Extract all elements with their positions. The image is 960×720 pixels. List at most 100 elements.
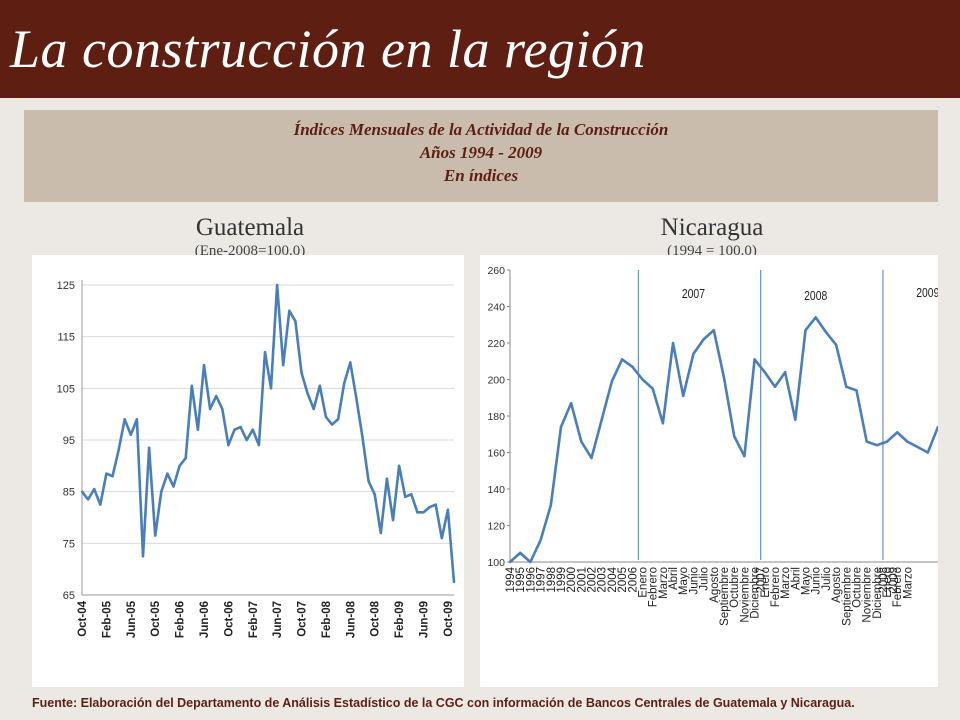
data-point [743, 454, 746, 458]
y-tick-label: 85 [63, 487, 75, 499]
y-tick-label: 95 [63, 435, 75, 447]
data-point [367, 480, 370, 483]
year-annotation: 2008 [804, 289, 828, 303]
x-tick-label: Jun-08 [345, 600, 357, 638]
x-tick-label: 2000 [566, 567, 578, 593]
year-annotation: 2009 [916, 286, 938, 300]
data-point [814, 316, 817, 319]
data-point [702, 338, 705, 341]
nicaragua-title: Nicaragua [660, 214, 764, 241]
data-point [855, 389, 858, 392]
y-tick-label: 260 [487, 265, 505, 277]
x-tick-label: 1997 [536, 567, 548, 593]
data-point [804, 329, 807, 332]
data-point [86, 498, 90, 501]
data-point [671, 341, 675, 345]
y-tick-label: 105 [57, 383, 75, 395]
x-tick-label: 1995 [515, 567, 527, 593]
x-tick-label: Marzo [658, 567, 670, 599]
data-point [178, 464, 181, 468]
data-point [172, 485, 175, 488]
x-tick-label: Diciembre [872, 567, 884, 619]
guatemala-title: Guatemala [195, 214, 305, 241]
chart-subtitle-box: Índices Mensuales de la Actividad de la … [24, 110, 938, 202]
data-point [722, 376, 726, 379]
data-point [129, 433, 132, 437]
data-point [379, 531, 383, 535]
data-point [661, 422, 665, 425]
x-tick-label: Oct-08 [370, 600, 382, 636]
data-point [221, 407, 224, 411]
x-tick-label: Febrero [648, 567, 660, 607]
data-point [410, 493, 413, 496]
data-point [294, 319, 297, 323]
data-point [312, 407, 315, 411]
x-tick-label: Jun-09 [419, 601, 431, 638]
data-point [324, 415, 328, 418]
data-point [245, 438, 248, 442]
y-tick-label: 115 [57, 332, 75, 344]
guatemala-chart-panel: 65 75 85 95 105 115 125 Oct-04 Feb-05 Jun-05 Oct-0… [32, 255, 464, 687]
data-point [620, 358, 624, 361]
page-title: La construcción en la región [10, 19, 646, 79]
data-point [135, 418, 139, 421]
y-tick-label: 220 [487, 338, 505, 350]
data-point [641, 378, 644, 381]
x-tick-label: Abril [790, 567, 802, 590]
data-point [208, 407, 212, 411]
data-point [330, 423, 334, 426]
data-point [404, 495, 407, 499]
data-point [753, 358, 756, 361]
data-point [190, 384, 193, 387]
x-tick-label: Enero [882, 567, 894, 598]
x-tick-label: Septiembre [841, 567, 853, 626]
x-tick-label: 1999 [556, 567, 568, 593]
y-tick-label: 75 [63, 538, 75, 550]
data-point [111, 474, 114, 478]
data-point [306, 392, 309, 395]
data-point [336, 418, 340, 421]
y-tick-label: 240 [487, 302, 505, 314]
x-tick-label: 2005 [617, 567, 629, 593]
data-point [263, 350, 267, 354]
data-point [926, 451, 930, 454]
nicaragua-heading: Nicaragua (1994 = 100.0) [562, 214, 862, 260]
x-tick-label: Enero [760, 567, 772, 598]
data-point [549, 504, 552, 507]
subtitle-line-1: Índices Mensuales de la Actividad de la … [293, 120, 669, 139]
data-point [559, 425, 563, 429]
data-point [153, 534, 157, 537]
data-point [834, 343, 838, 347]
data-point [196, 428, 200, 431]
data-point [518, 551, 522, 555]
subtitle-line-3: En índices [443, 166, 519, 185]
x-tick-label: 1998 [546, 567, 558, 593]
x-tick-label: Febrero [892, 567, 904, 607]
data-point [202, 363, 206, 367]
series-line-nicaragua [509, 316, 940, 564]
data-point [105, 472, 108, 475]
data-point [845, 385, 848, 388]
year-annotation: 2007 [682, 287, 705, 301]
data-point [682, 394, 685, 398]
data-point [529, 560, 532, 564]
y-tick-label: 65 [63, 590, 75, 602]
series-line-guatemala [80, 283, 456, 583]
data-point [885, 440, 889, 443]
data-point [141, 555, 145, 558]
data-point [732, 434, 736, 438]
x-tick-label: Marzo [902, 567, 914, 599]
y-tick-label: 140 [487, 484, 505, 496]
x-tick-label: 1994 [505, 566, 517, 592]
data-point [569, 402, 573, 405]
data-point [391, 518, 395, 522]
data-point [440, 536, 444, 540]
data-point [166, 472, 169, 475]
x-tick-label: Oct-09 [443, 601, 455, 637]
data-point [300, 371, 303, 375]
x-tick-label: Noviembre [862, 567, 874, 623]
data-point [239, 425, 242, 429]
data-point [783, 371, 787, 374]
data-point [763, 371, 766, 374]
